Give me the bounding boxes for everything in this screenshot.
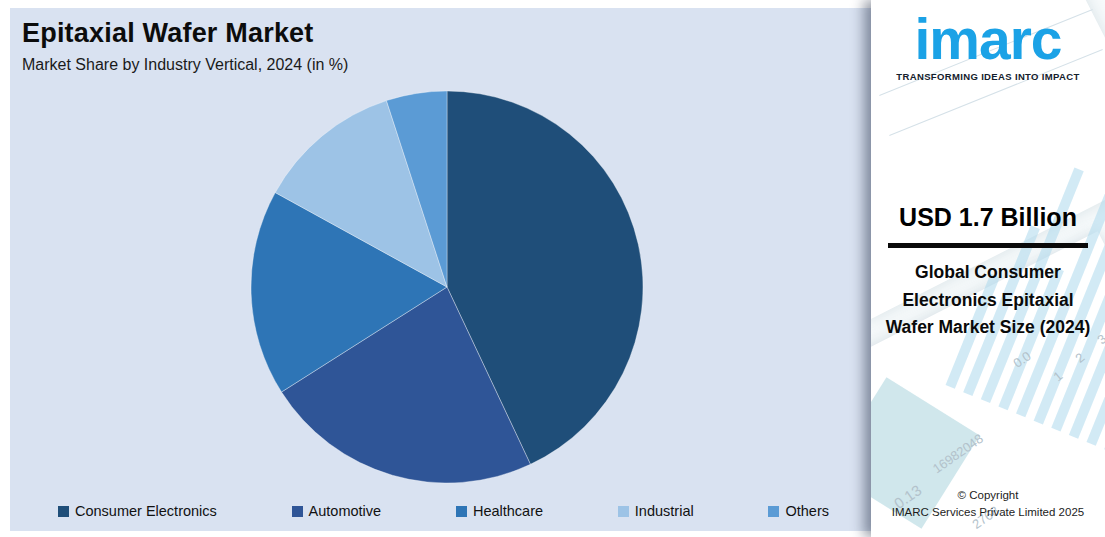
market-size-label: Global Consumer Electronics Epitaxial Wa… [885, 259, 1091, 342]
legend-marker [768, 506, 779, 517]
chart-card: Epitaxial Wafer Market Market Share by I… [10, 8, 881, 531]
imarc-logo-tagline: TRANSFORMING IDEAS INTO IMPACT [871, 71, 1105, 82]
legend-label: Industrial [635, 503, 694, 519]
imarc-logo: imarc TRANSFORMING IDEAS INTO IMPACT [871, 10, 1105, 82]
market-size-value: USD 1.7 Billion [871, 203, 1105, 232]
pie-chart [250, 90, 644, 484]
legend-label: Consumer Electronics [75, 503, 217, 519]
legend-label: Automotive [309, 503, 382, 519]
legend-marker [456, 506, 467, 517]
legend-item-healthcare: Healthcare [456, 503, 543, 519]
legend-item-industrial: Industrial [618, 503, 694, 519]
legend-item-consumer-electronics: Consumer Electronics [58, 503, 217, 519]
copyright-notice: © Copyright IMARC Services Private Limit… [871, 487, 1105, 522]
page-title: Epitaxial Wafer Market [22, 18, 314, 49]
panel-content: imarc TRANSFORMING IDEAS INTO IMPACT USD… [871, 0, 1105, 537]
side-panel: 169820480.1327680.01 2 3 4 imarc TRANSFO… [871, 0, 1105, 537]
legend-item-automotive: Automotive [292, 503, 382, 519]
legend: Consumer Electronics Automotive Healthcare… [58, 503, 829, 519]
legend-marker [618, 506, 629, 517]
legend-label: Healthcare [473, 503, 543, 519]
copyright-line1: © Copyright [871, 487, 1105, 504]
divider [888, 243, 1088, 248]
infographic-root: { "header": { "title": "Epitaxial Wafer … [0, 0, 1105, 537]
legend-item-others: Others [768, 503, 829, 519]
imarc-logo-wordmark: imarc [871, 10, 1105, 70]
page-subtitle: Market Share by Industry Vertical, 2024 … [22, 56, 348, 74]
legend-marker [292, 506, 303, 517]
legend-marker [58, 506, 69, 517]
copyright-line2: IMARC Services Private Limited 2025 [871, 504, 1105, 521]
legend-label: Others [785, 503, 829, 519]
